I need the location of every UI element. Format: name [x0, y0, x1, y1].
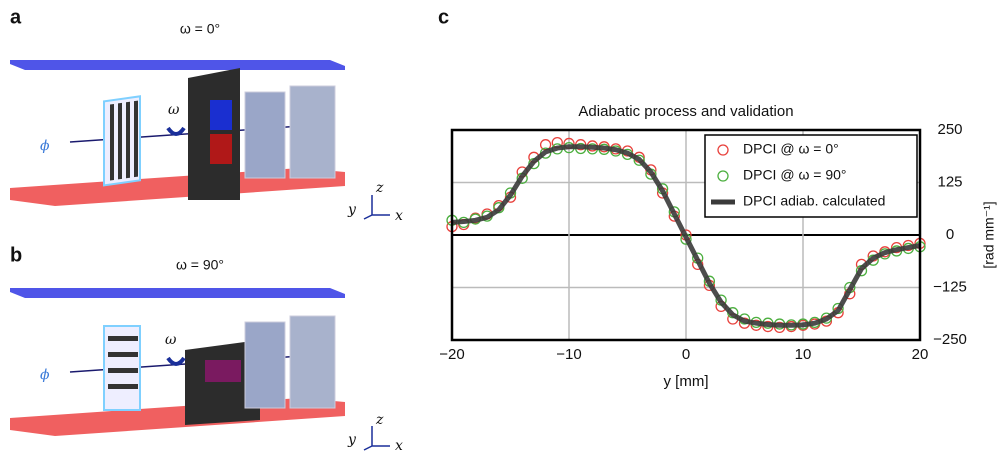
panel-label: c [438, 6, 449, 28]
x-tick-label: 20 [912, 346, 929, 363]
grating-bars [110, 100, 138, 181]
panel-a: a ω = 0° ϕ ω z y x [10, 6, 403, 224]
source-symbol: ϕ [40, 367, 50, 383]
x-tick-label: −10 [556, 346, 581, 363]
panel-label: a [10, 6, 22, 28]
axis-x: x [395, 438, 403, 453]
legend-label: DPCI @ ω = 90° [743, 167, 847, 183]
x-tick-label: −20 [439, 346, 464, 363]
x-tick-label: 0 [682, 346, 690, 363]
y-tick-label: 0 [946, 226, 954, 243]
legend-label: DPCI @ ω = 0° [743, 141, 839, 157]
fit-line [451, 144, 921, 328]
grating [244, 321, 286, 409]
chart-title: Adiabatic process and validation [578, 103, 793, 120]
axis-y: y [347, 432, 357, 448]
plot-frame [450, 128, 922, 342]
axis-z: z [375, 412, 384, 428]
grating [244, 91, 286, 179]
legend-label: DPCI adiab. calculated [743, 193, 885, 209]
legend-swatch [717, 144, 729, 156]
y-tick-label: −125 [933, 278, 967, 295]
pole-n [210, 100, 232, 130]
grating [289, 315, 336, 409]
grating-bars [108, 336, 138, 389]
rotation-arrow [166, 126, 186, 136]
grating [289, 85, 336, 179]
pole-s [210, 134, 232, 164]
top-plate [10, 288, 345, 298]
x-tick-label: 10 [795, 346, 812, 363]
top-plate [10, 60, 345, 70]
data-point [633, 154, 645, 166]
panel-title: ω = 0° [180, 21, 220, 37]
axis-z: z [375, 180, 384, 196]
magnet [185, 340, 260, 425]
legend-swatch [717, 170, 729, 182]
plot: −250 −125 0 125 250 −20 −10 0 10 20 DPCI @ ω = 0° D… [439, 121, 967, 363]
source-symbol: ϕ [40, 138, 50, 154]
panel-b: b ω = 90° ϕ ω z y x [10, 244, 403, 453]
y-tick-label: 250 [937, 121, 962, 138]
x-axis-label: y [mm] [664, 373, 709, 390]
legend-box [704, 134, 918, 218]
panel-title: ω = 90° [176, 257, 224, 273]
y-axis-label: [rad mm⁻¹] [981, 201, 997, 268]
axes-triad [363, 195, 390, 220]
y-tick-label: −250 [933, 331, 967, 348]
rotation-arrow [166, 356, 186, 366]
rotation-symbol: ω [165, 332, 177, 348]
rotation-symbol: ω [168, 102, 180, 118]
panel-label: b [10, 244, 22, 266]
axes-triad [363, 426, 390, 451]
y-tick-label: 125 [937, 173, 962, 190]
axis-x: x [395, 208, 403, 224]
poles [205, 360, 241, 382]
axis-y: y [347, 202, 357, 218]
